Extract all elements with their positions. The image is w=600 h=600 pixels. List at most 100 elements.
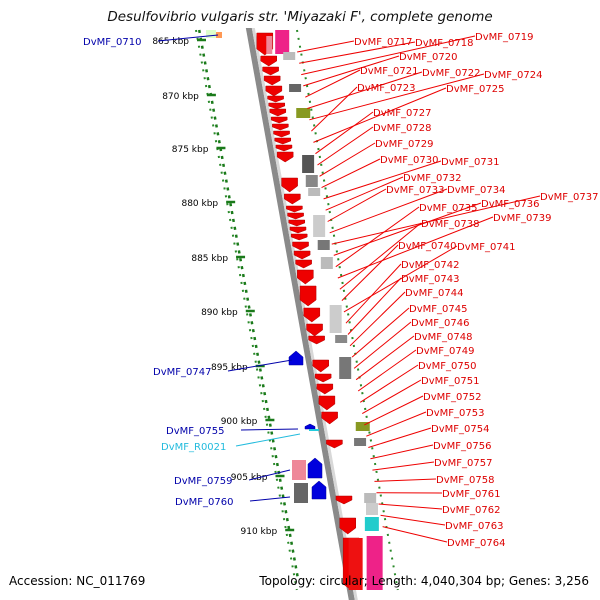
reverse-gene-feature[interactable] (290, 233, 308, 241)
reverse-gene-feature[interactable] (339, 517, 356, 535)
reverse-gene-feature[interactable] (281, 177, 298, 193)
reverse-gene-feature[interactable] (263, 75, 281, 86)
gene-label[interactable]: DvMF_0763 (445, 521, 503, 532)
feature-block[interactable] (289, 84, 302, 92)
gene-label[interactable]: DvMF_R0021 (161, 442, 226, 453)
gene-label[interactable]: DvMF_0734 (447, 185, 505, 196)
gene-label[interactable]: DvMF_0723 (357, 83, 415, 94)
gene-label[interactable]: DvMF_0710 (83, 37, 141, 48)
feature-block[interactable] (354, 438, 367, 446)
feature-block[interactable] (296, 108, 311, 118)
gene-label[interactable]: DvMF_0717 (354, 37, 412, 48)
gene-label[interactable]: DvMF_0758 (436, 475, 494, 486)
reverse-gene-feature[interactable] (292, 241, 309, 251)
reverse-gene-feature[interactable] (312, 359, 329, 373)
reverse-gene-feature[interactable] (314, 373, 332, 383)
forward-gene-feature[interactable] (307, 457, 323, 479)
gene-label[interactable]: DvMF_0733 (386, 185, 444, 196)
gene-label[interactable]: DvMF_0730 (380, 155, 438, 166)
rna-gene-feature[interactable] (309, 429, 319, 431)
forward-gene-feature[interactable] (288, 350, 304, 366)
gene-label[interactable]: DvMF_0721 (360, 66, 418, 77)
gene-label[interactable]: DvMF_0757 (434, 458, 492, 469)
gene-label[interactable]: DvMF_0747 (153, 367, 211, 378)
reverse-gene-feature[interactable] (262, 66, 279, 76)
feature-block[interactable] (206, 30, 216, 38)
gene-label[interactable]: DvMF_0722 (422, 68, 480, 79)
gene-label[interactable]: DvMF_0745 (409, 304, 467, 315)
gene-label[interactable]: DvMF_0735 (419, 203, 477, 214)
feature-block[interactable] (216, 32, 222, 38)
feature-block[interactable] (339, 357, 352, 379)
feature-block[interactable] (308, 188, 321, 196)
feature-block[interactable] (335, 335, 348, 343)
gene-label[interactable]: DvMF_0738 (421, 219, 479, 230)
feature-block[interactable] (305, 175, 318, 187)
reverse-gene-feature[interactable] (321, 411, 338, 425)
reverse-gene-feature[interactable] (295, 259, 312, 269)
feature-block[interactable] (313, 215, 326, 237)
reverse-gene-feature[interactable] (303, 307, 321, 323)
gene-label[interactable]: DvMF_0756 (433, 441, 491, 452)
gene-label[interactable]: DvMF_0751 (421, 376, 479, 387)
gene-label[interactable]: DvMF_0764 (447, 538, 505, 549)
gene-label[interactable]: DvMF_0732 (403, 173, 461, 184)
reverse-gene-feature[interactable] (284, 193, 301, 205)
rna-block[interactable] (364, 517, 379, 531)
gene-label[interactable]: DvMF_0727 (373, 108, 431, 119)
gene-label[interactable]: DvMF_0729 (375, 139, 433, 150)
gene-label[interactable]: DvMF_0759 (174, 476, 232, 487)
feature-block[interactable] (364, 493, 377, 503)
reverse-gene-feature[interactable] (288, 219, 306, 227)
reverse-gene-feature[interactable] (275, 144, 293, 152)
gene-label[interactable]: DvMF_0748 (414, 332, 472, 343)
reverse-gene-feature[interactable] (308, 335, 325, 345)
reverse-gene-feature[interactable] (287, 212, 304, 220)
reverse-gene-feature[interactable] (335, 495, 353, 505)
gene-label[interactable]: DvMF_0753 (426, 408, 484, 419)
reverse-gene-feature[interactable] (326, 439, 343, 449)
gene-label[interactable]: DvMF_0752 (423, 392, 481, 403)
gene-label[interactable]: DvMF_0761 (442, 489, 500, 500)
gene-label[interactable]: DvMF_0742 (401, 260, 459, 271)
reverse-gene-feature[interactable] (273, 130, 290, 138)
feature-block[interactable] (222, 30, 236, 38)
feature-block[interactable] (317, 240, 330, 250)
gene-label[interactable]: DvMF_0720 (399, 52, 457, 63)
gene-label[interactable]: DvMF_0724 (484, 70, 542, 81)
feature-block[interactable] (283, 52, 296, 60)
gene-label[interactable]: DvMF_0740 (398, 241, 456, 252)
gene-label[interactable]: DvMF_0731 (441, 157, 499, 168)
feature-block[interactable] (294, 483, 308, 503)
gene-label[interactable]: DvMF_0749 (416, 346, 474, 357)
gene-label[interactable]: DvMF_0746 (411, 318, 469, 329)
gene-label[interactable]: DvMF_0728 (373, 123, 431, 134)
gene-label[interactable]: DvMF_0743 (401, 274, 459, 285)
reverse-gene-feature[interactable] (348, 538, 363, 590)
rna-block[interactable] (266, 36, 273, 54)
gene-label[interactable]: DvMF_0725 (446, 84, 504, 95)
gene-label[interactable]: DvMF_0741 (457, 242, 515, 253)
feature-block[interactable] (329, 305, 342, 333)
reverse-gene-feature[interactable] (267, 95, 284, 103)
reverse-gene-feature[interactable] (260, 55, 277, 67)
forward-gene-feature[interactable] (304, 423, 316, 430)
reverse-gene-feature[interactable] (293, 250, 311, 260)
reverse-gene-feature[interactable] (265, 85, 283, 97)
gene-label[interactable]: DvMF_0762 (442, 505, 500, 516)
forward-gene-feature[interactable] (311, 480, 327, 500)
gene-label[interactable]: DvMF_0754 (431, 424, 489, 435)
gene-label[interactable]: DvMF_0744 (405, 288, 463, 299)
reverse-gene-feature[interactable] (316, 383, 334, 395)
gene-label[interactable]: DvMF_0719 (475, 32, 533, 43)
reverse-gene-feature[interactable] (306, 323, 323, 337)
gene-label[interactable]: DvMF_0750 (418, 361, 476, 372)
reverse-gene-feature[interactable] (299, 285, 317, 307)
feature-block[interactable] (366, 503, 379, 515)
feature-block[interactable] (320, 257, 333, 269)
reverse-gene-feature[interactable] (272, 123, 289, 131)
reverse-gene-feature[interactable] (269, 108, 287, 117)
feature-block[interactable] (355, 422, 370, 431)
feature-block[interactable] (292, 460, 306, 480)
